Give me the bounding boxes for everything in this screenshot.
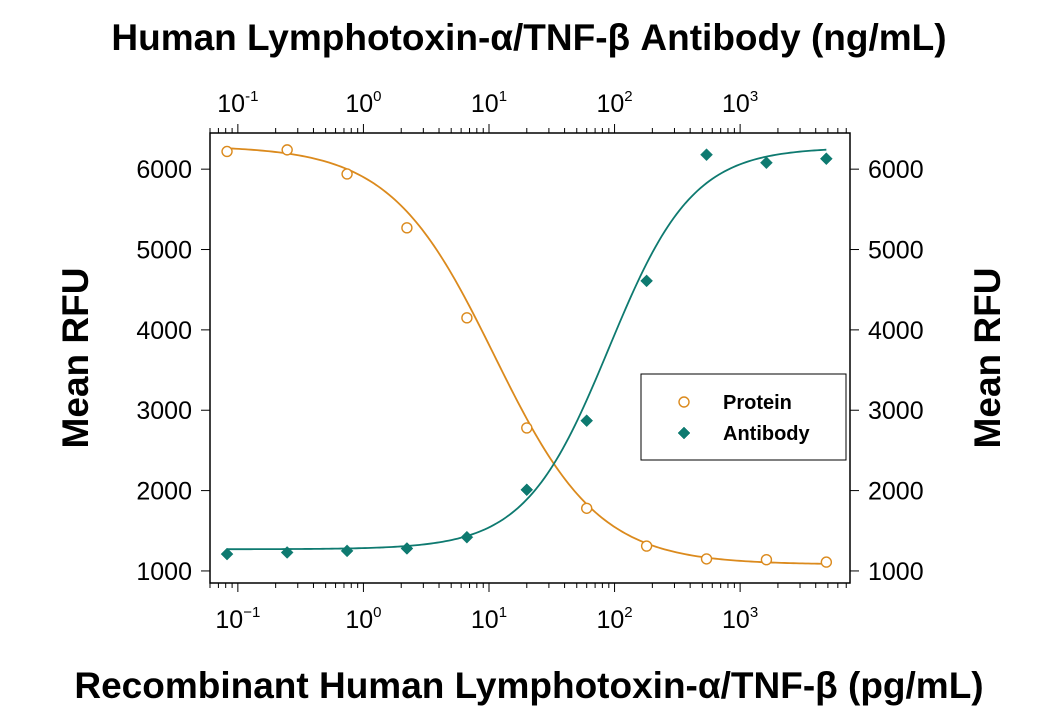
y-tick-label-left: 4000 [136,317,192,345]
tick-exponent: 2 [624,604,632,621]
data-point-antibody [340,544,354,558]
x-tick-label: 101 [471,604,507,634]
data-point-antibody [400,542,414,555]
data-point-protein [521,422,533,434]
y-tick-label-right: 3000 [868,397,924,425]
y-axis-label-right: Mean RFU [967,268,1008,449]
data-point-antibody [640,274,653,288]
data-point-antibody [520,483,534,497]
y-tick-label-right: 2000 [868,478,924,506]
tick-exponent: 1 [499,88,507,105]
x-tick-labels: 10−1 100 101 102 103 [215,604,758,634]
y-tick-labels-right: 1000 2000 3000 4000 5000 6000 [850,156,924,586]
y-tick-label-right: 4000 [868,317,924,345]
tick-base: 10 [215,606,243,634]
data-point-protein [341,168,353,180]
data-point-protein [461,312,473,324]
tick-base: 10 [471,90,499,118]
data-point-protein [820,556,833,568]
tick-exponent: 0 [373,88,381,105]
data-point-antibody [760,156,773,170]
data-point-protein [640,540,653,552]
y-tick-label-right: 6000 [868,156,924,184]
y-tick-labels-left: 1000 2000 3000 4000 5000 6000 [136,156,210,586]
x-axis-label: Recombinant Human Lymphotoxin-α/TNF-β (p… [74,665,983,706]
data-point-protein [401,222,413,234]
tick-base: 10 [722,606,750,634]
tick-exponent: 1 [499,604,507,621]
tick-base: 10 [471,606,499,634]
tick-base: 10 [345,606,373,634]
fit-curve-protein [226,147,827,565]
tick-exponent: -1 [245,88,258,105]
data-point-protein [760,553,773,566]
x-tick-label: 102 [596,604,632,634]
data-points [220,144,833,568]
tick-base: 10 [217,90,245,118]
x-tick-label: 100 [345,604,381,634]
tick-base: 10 [722,90,750,118]
tick-exponent: −1 [243,604,260,621]
tick-base: 10 [345,90,373,118]
tick-base: 10 [596,606,624,634]
fit-curves [226,147,827,565]
legend-marker-antibody [677,426,691,440]
data-point-antibody [580,414,594,428]
y-tick-label-right: 1000 [868,558,924,586]
top-tick-labels: 10-1 100 101 102 103 [217,88,758,118]
y-tick-label-left: 5000 [136,237,192,265]
plot-area [209,132,851,584]
legend: Protein Antibody [640,373,847,461]
top-tick-label: 100 [345,88,381,118]
plot-border [209,132,851,584]
data-point-antibody [700,148,713,162]
legend-marker-protein [678,396,690,408]
data-point-protein [221,145,233,158]
y-tick-label-right: 5000 [868,237,924,265]
y-tick-label-left: 3000 [136,397,192,425]
data-point-protein [580,502,593,514]
data-point-antibody [220,547,234,561]
legend-box [640,373,847,461]
top-tick-label: 103 [722,88,758,118]
y-tick-label-left: 2000 [136,478,192,506]
x-tick-label: 10−1 [215,604,260,634]
top-tick-label: 101 [471,88,507,118]
data-point-antibody [280,546,294,559]
data-point-antibody [819,152,833,166]
tick-base: 10 [596,90,624,118]
legend-label-antibody: Antibody [723,423,811,445]
top-tick-label: 102 [596,88,632,118]
tick-exponent: 0 [373,604,381,621]
tick-exponent: 3 [750,604,758,621]
fit-curve-antibody [227,148,827,551]
y-tick-label-left: 6000 [136,156,192,184]
data-point-antibody [460,530,474,544]
tick-exponent: 2 [624,88,632,105]
data-point-protein [700,553,713,565]
legend-label-protein: Protein [723,392,792,414]
chart-title: Human Lymphotoxin-α/TNF-β Antibody (ng/m… [111,17,946,58]
minor-ticks [209,124,847,592]
y-axis-label-left: Mean RFU [55,268,96,449]
data-point-protein [281,144,293,156]
tick-exponent: 3 [750,88,758,105]
top-tick-label: 10-1 [217,88,258,118]
y-tick-label-left: 1000 [136,558,192,586]
x-tick-label: 103 [722,604,758,634]
